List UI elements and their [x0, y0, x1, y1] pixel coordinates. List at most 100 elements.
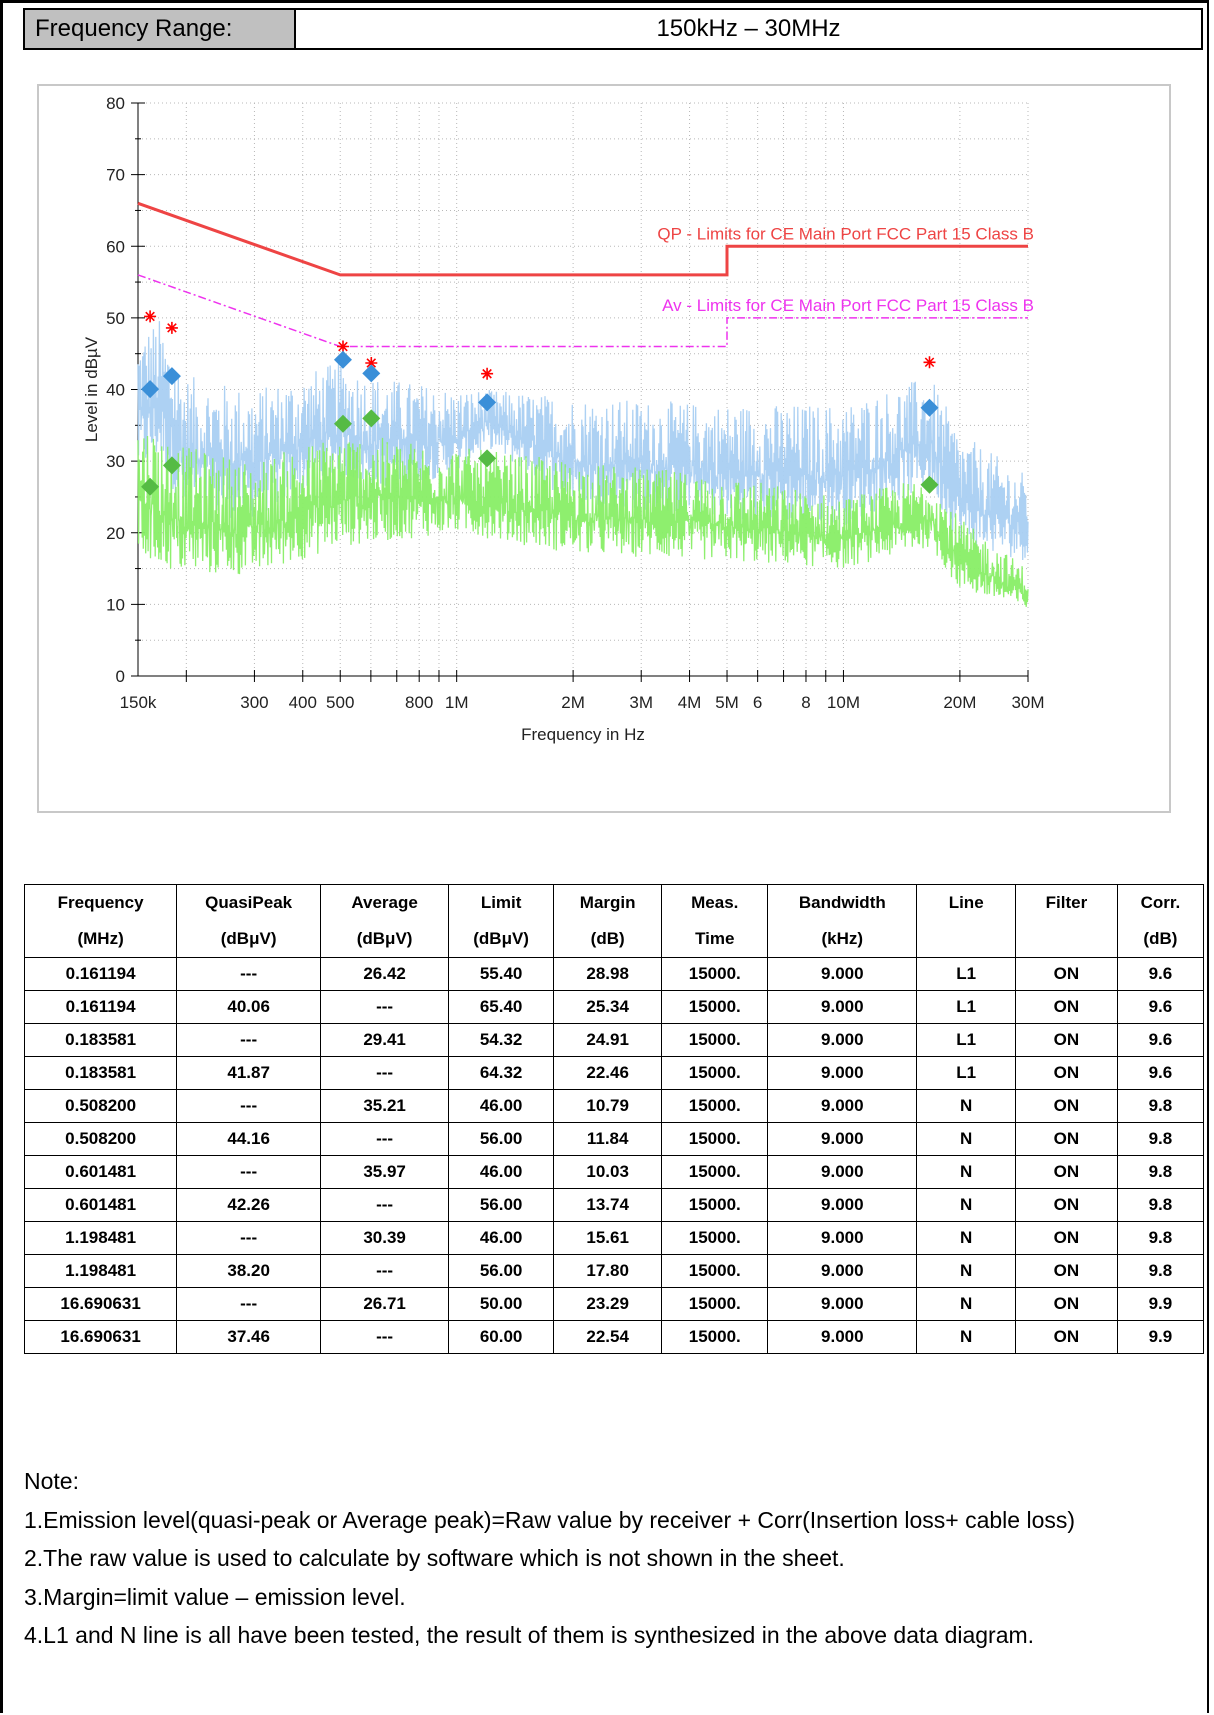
- table-cell: 15000.: [661, 1254, 769, 1288]
- table-row: 0.601481 42.26 --- 56.00 13.74 15000. 9.000 N ON…: [23, 1188, 1205, 1222]
- table-cell: 26.71: [320, 1287, 450, 1321]
- table-cell: 9.000: [767, 1254, 918, 1288]
- x-tick-label: 2M: [561, 693, 585, 712]
- peak-marker: [337, 340, 349, 353]
- x-tick-label: 150k: [120, 693, 157, 712]
- table-row: 0.183581 --- 29.41 54.32 24.91 15000. 9.000 L1 O…: [23, 1023, 1205, 1057]
- table-cell: 9.000: [767, 990, 918, 1024]
- quasipeak-marker: [478, 393, 497, 412]
- table-cell: 9.8: [1116, 1221, 1205, 1255]
- table-cell: 0.508200: [23, 1089, 178, 1123]
- table-cell: 29.41: [320, 1023, 450, 1057]
- x-tick-label: 500: [326, 693, 354, 712]
- table-cell: N: [916, 1320, 1017, 1354]
- emission-chart: 0 10 20 30 40 50 60 70 80 150k 300 400 500 800 1M 2M 3M 4…: [82, 94, 1045, 744]
- column-header: Filter: [1015, 884, 1118, 921]
- peak-marker: [481, 367, 494, 380]
- table-cell: L1: [916, 1023, 1017, 1057]
- table-cell: 9.000: [767, 1188, 918, 1222]
- x-tick-label: 6: [753, 693, 762, 712]
- y-tick-label: 0: [116, 667, 125, 686]
- table-cell: 15000.: [661, 1056, 769, 1090]
- column-unit: (dB): [1116, 921, 1205, 958]
- x-tick-label: 4M: [678, 693, 702, 712]
- y-tick-label: 50: [106, 309, 125, 328]
- quasipeak-marker: [920, 398, 939, 417]
- table-cell: 0.601481: [23, 1188, 178, 1222]
- limit-line-label: QP - Limits for CE Main Port FCC Part 15…: [657, 224, 1034, 243]
- x-tick-label: 3M: [629, 693, 653, 712]
- peak-marker: [923, 356, 936, 369]
- column-header: Line: [916, 884, 1017, 921]
- x-tick-label: 1M: [445, 693, 469, 712]
- column-header: Frequency: [23, 884, 178, 921]
- peak-marker: [365, 357, 378, 369]
- table-cell: ---: [176, 1023, 322, 1057]
- spectrum-trace-1: [137, 321, 1029, 561]
- table-cell: 0.183581: [23, 1056, 178, 1090]
- table-cell: ---: [176, 1155, 322, 1189]
- table-cell: ---: [320, 1320, 450, 1354]
- table-cell: 17.80: [553, 1254, 663, 1288]
- measurement-table: Frequency QuasiPeak Average Limit Margin Meas…: [23, 884, 1205, 1354]
- table-cell: ---: [176, 1089, 322, 1123]
- table-cell: 9.8: [1116, 1155, 1205, 1189]
- y-tick-label: 40: [106, 381, 125, 400]
- table-cell: 38.20: [176, 1254, 322, 1288]
- quasipeak-marker: [162, 367, 181, 386]
- table-cell: ON: [1015, 1089, 1118, 1123]
- table-cell: ---: [176, 1221, 322, 1255]
- table-cell: 9.000: [767, 1287, 918, 1321]
- column-header: Average: [320, 884, 450, 921]
- table-cell: L1: [916, 957, 1017, 991]
- x-tick-label: 5M: [715, 693, 739, 712]
- x-axis-label: Frequency in Hz: [521, 725, 645, 744]
- table-row: 1.198481 38.20 --- 56.00 17.80 15000. 9.000 N ON…: [23, 1254, 1205, 1288]
- table-cell: N: [916, 1089, 1017, 1123]
- table-cell: 9.9: [1116, 1287, 1205, 1321]
- table-cell: 15000.: [661, 957, 769, 991]
- table-cell: 15000.: [661, 1122, 769, 1156]
- table-row: 16.690631 --- 26.71 50.00 23.29 15000. 9.000 N O…: [23, 1287, 1205, 1321]
- column-unit: (MHz): [23, 921, 178, 958]
- table-cell: 46.00: [448, 1155, 555, 1189]
- frequency-range-label: Frequency Range:: [25, 10, 296, 48]
- table-cell: 46.00: [448, 1089, 555, 1123]
- peak-marker: [165, 321, 178, 334]
- column-header: Meas.: [661, 884, 769, 921]
- table-cell: 9.6: [1116, 1056, 1205, 1090]
- table-cell: 0.161194: [23, 990, 178, 1024]
- y-tick-label: 60: [106, 237, 125, 256]
- table-row: 0.183581 41.87 --- 64.32 22.46 15000. 9.000 L1 O…: [23, 1056, 1205, 1090]
- table-cell: ON: [1015, 1287, 1118, 1321]
- table-cell: N: [916, 1122, 1017, 1156]
- table-cell: 1.198481: [23, 1221, 178, 1255]
- table-cell: ---: [176, 1287, 322, 1321]
- table-cell: ON: [1015, 1056, 1118, 1090]
- x-tick-label: 800: [405, 693, 433, 712]
- table-cell: 65.40: [448, 990, 555, 1024]
- column-unit: Time: [661, 921, 769, 958]
- x-tick-label: 10M: [827, 693, 860, 712]
- notes-title: Note:: [24, 1468, 79, 1494]
- table-row: 0.161194 --- 26.42 55.40 28.98 15000. 9.000 L1 O…: [23, 957, 1205, 991]
- average-marker: [478, 449, 497, 468]
- table-row: 0.161194 40.06 --- 65.40 25.34 15000. 9.000 L1 O…: [23, 990, 1205, 1024]
- table-cell: 28.98: [553, 957, 663, 991]
- quasipeak-marker: [333, 350, 352, 369]
- table-cell: 1.198481: [23, 1254, 178, 1288]
- notes-section: Note: 1.Emission level(quasi-peak or Ave…: [24, 1462, 1199, 1655]
- table-cell: 15000.: [661, 1320, 769, 1354]
- table-cell: 9.000: [767, 1221, 918, 1255]
- table-cell: 15000.: [661, 1188, 769, 1222]
- table-cell: 40.06: [176, 990, 322, 1024]
- average-marker: [141, 477, 160, 496]
- table-cell: 46.00: [448, 1221, 555, 1255]
- x-tick-label: 300: [240, 693, 268, 712]
- average-marker: [333, 414, 352, 433]
- table-cell: 35.97: [320, 1155, 450, 1189]
- y-axis-label: Level in dBµV: [82, 336, 101, 442]
- table-cell: 9.000: [767, 1122, 918, 1156]
- frequency-range-value: 150kHz – 30MHz: [656, 15, 841, 42]
